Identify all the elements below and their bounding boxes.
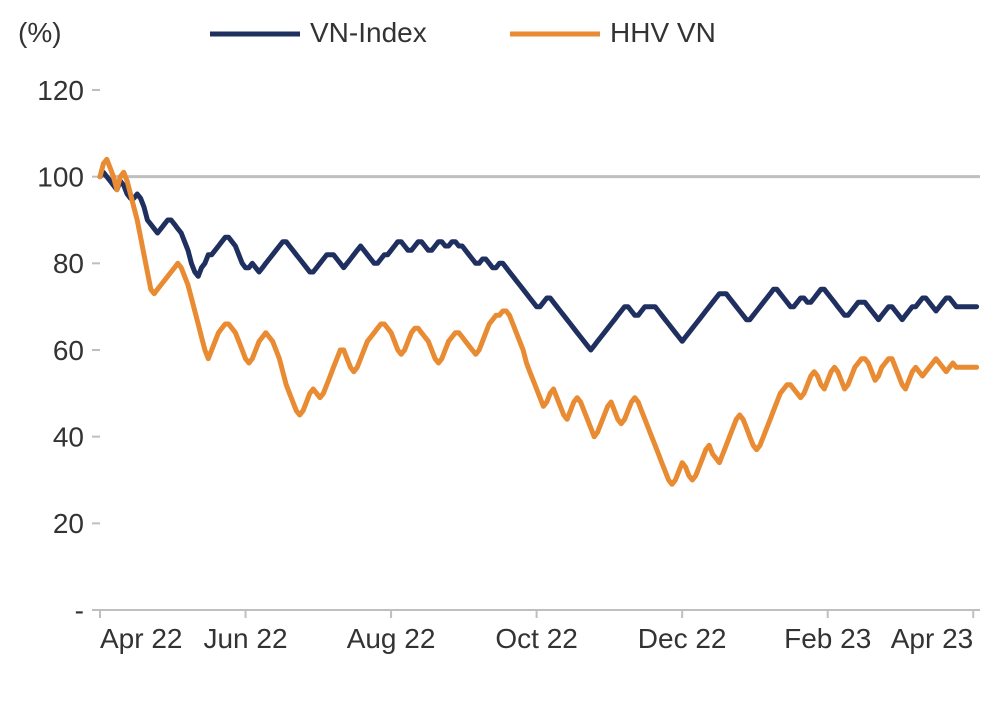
price-performance-chart: - 20 40 60 80 100 120 (%) Apr 22 Jun 22 Aug 22 Oct … [0,0,1000,701]
x-tick-label: Dec 22 [638,623,727,654]
y-tick-label: 120 [37,75,84,106]
x-tick-label: Apr 23 [891,623,974,654]
series-vn-index [100,172,977,350]
x-tick-label: Apr 22 [100,623,183,654]
x-tick-label: Jun 22 [203,623,287,654]
legend-label: VN-Index [310,17,427,48]
x-tick-label: Oct 22 [495,623,577,654]
y-tick-label: 40 [53,421,84,452]
x-tick-label: Aug 22 [347,623,436,654]
y-tick-label: 80 [53,248,84,279]
y-axis-unit: (%) [18,17,62,48]
legend-label: HHV VN [610,17,716,48]
y-tick-label: 100 [37,161,84,192]
chart-svg: - 20 40 60 80 100 120 (%) Apr 22 Jun 22 Aug 22 Oct … [0,0,1000,701]
y-tick-label: - [75,595,84,626]
series-hhv-vn [100,159,977,484]
x-tick-label: Feb 23 [784,623,871,654]
y-tick-label: 20 [53,508,84,539]
y-tick-label: 60 [53,335,84,366]
